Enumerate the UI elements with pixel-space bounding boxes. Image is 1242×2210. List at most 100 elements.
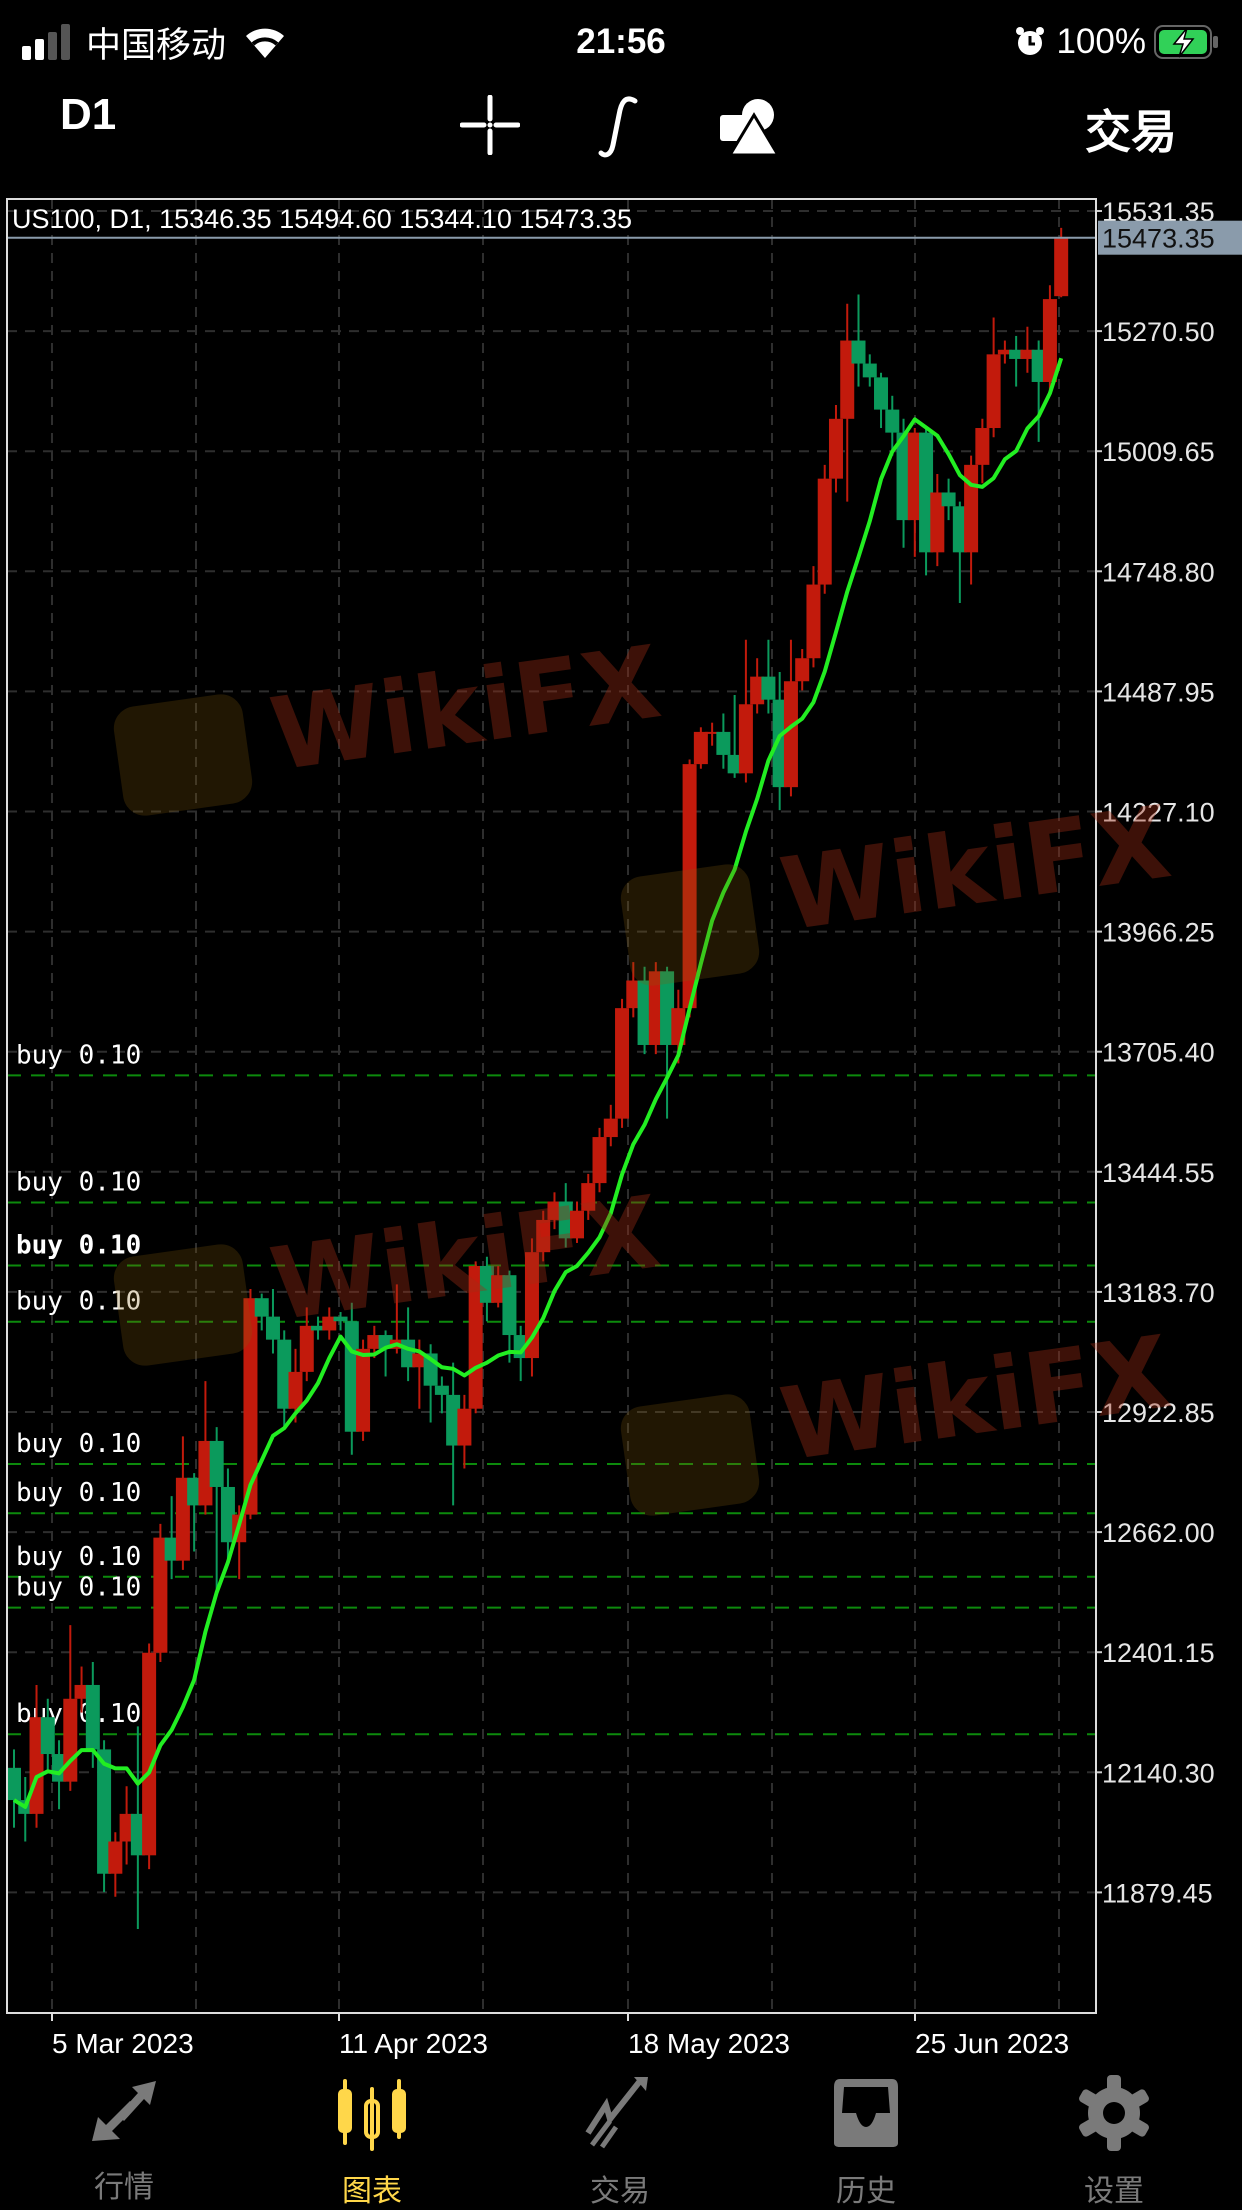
trade-button[interactable]: 交易: [1085, 106, 1177, 158]
candle-body: [941, 492, 956, 507]
candle-body: [356, 1348, 371, 1432]
candle-body: [277, 1339, 292, 1409]
nav-chart[interactable]: 图表: [272, 2075, 472, 2210]
battery-charging-icon: [1154, 25, 1218, 59]
candle-body: [74, 1684, 89, 1699]
chart-candles-icon: [338, 2079, 406, 2151]
date-label: 11 Apr 2023: [339, 2028, 488, 2059]
candle-body: [1054, 237, 1069, 297]
candle-body: [570, 1210, 584, 1239]
date-label: 25 Jun 2023: [915, 2028, 1069, 2059]
candle-body: [63, 1698, 78, 1782]
candle-body: [153, 1537, 168, 1653]
order-label: buy 0.10: [16, 1542, 141, 1572]
price-tick-label: 13444.55: [1102, 1158, 1215, 1188]
candle-body: [333, 1316, 348, 1322]
nav-label: 历史: [836, 2175, 896, 2208]
candle-body: [772, 699, 787, 788]
candle-body: [288, 1371, 303, 1409]
candle-body: [1042, 299, 1057, 382]
candle-body: [693, 731, 708, 765]
candle-body: [615, 1008, 630, 1119]
order-label: buy 0.10: [16, 1287, 141, 1317]
price-tick-label: 15009.65: [1102, 437, 1215, 467]
price-tick-label: 14487.95: [1102, 677, 1215, 707]
candle-body: [479, 1265, 494, 1303]
candle-body: [265, 1316, 280, 1340]
chart-info: US100, D1, 15346.35 15494.60 15344.10 15…: [12, 204, 633, 234]
candle-body: [986, 354, 1001, 429]
candle-body: [738, 704, 753, 774]
candle-body: [7, 1767, 21, 1801]
candle-body: [851, 340, 866, 364]
objects-icon[interactable]: [718, 95, 784, 155]
price-tick-label: 11879.45: [1102, 1878, 1213, 1908]
candle-body: [952, 506, 967, 553]
order-label: buy 0.10: [16, 1231, 141, 1261]
candle-body: [592, 1137, 607, 1184]
candle-body: [164, 1537, 179, 1561]
candle-body: [930, 492, 945, 553]
order-label: buy 0.10: [16, 1429, 141, 1459]
candle-body: [119, 1813, 134, 1842]
candle-body: [175, 1477, 190, 1561]
nav-trade[interactable]: 交易: [520, 2075, 720, 2210]
candle-body: [40, 1717, 55, 1755]
candle-body: [558, 1201, 573, 1239]
candle-body: [637, 980, 652, 1045]
nav-label: 设置: [1084, 2175, 1144, 2208]
candle-body: [783, 681, 798, 788]
candle-body: [97, 1749, 112, 1874]
candle-body: [85, 1684, 100, 1750]
crosshair-icon[interactable]: [460, 95, 520, 155]
price-tick-label: 12922.85: [1102, 1398, 1215, 1428]
candle-body: [603, 1118, 618, 1138]
price-chart[interactable]: 15531.3515270.5015009.6514748.8014487.95…: [0, 0, 1242, 2060]
price-tick-label: 13183.70: [1102, 1278, 1215, 1308]
candle-body: [220, 1486, 235, 1543]
candle-body: [840, 340, 855, 419]
price-tick-label: 14748.80: [1102, 557, 1215, 587]
candle-body: [828, 418, 843, 479]
candle-body: [1020, 349, 1035, 359]
candle-body: [1009, 349, 1024, 359]
function-icon[interactable]: [595, 95, 645, 159]
nav-settings[interactable]: 设置: [1014, 2075, 1214, 2210]
candle-body: [322, 1316, 337, 1331]
watermark-logo: [617, 861, 763, 989]
candle-body: [491, 1275, 506, 1303]
price-tick-label: 15270.50: [1102, 317, 1215, 347]
candle-body: [862, 363, 877, 378]
candle-body: [682, 764, 697, 1009]
settings-icon: [1079, 2075, 1149, 2151]
candle-body: [648, 971, 663, 1045]
candle-body: [446, 1394, 461, 1446]
nav-history[interactable]: 历史: [766, 2075, 966, 2210]
candle-body: [243, 1298, 258, 1515]
candle-body: [716, 731, 731, 755]
date-label: 5 Mar 2023: [52, 2028, 194, 2059]
status-right: 100%: [1014, 12, 1220, 72]
wifi-icon: [246, 28, 285, 58]
candle-body: [457, 1408, 472, 1446]
battery-percent: 100%: [1056, 22, 1146, 61]
candle-body: [130, 1813, 145, 1856]
candle-body: [896, 432, 911, 521]
candle-body: [795, 658, 810, 682]
price-tick-label: 12401.15: [1102, 1638, 1215, 1668]
watermark-logo: [110, 1241, 256, 1369]
signal-icon: [22, 24, 70, 60]
candle-body: [626, 980, 641, 1009]
candle-body: [311, 1325, 326, 1331]
alarm-icon: [1016, 27, 1045, 55]
candle-body: [705, 731, 720, 734]
candle-body: [502, 1275, 517, 1336]
price-tick-label: 12140.30: [1102, 1758, 1215, 1788]
price-tick-label: 13705.40: [1102, 1038, 1215, 1068]
order-label: buy 0.10: [16, 1478, 141, 1508]
watermark-logo: [617, 1391, 763, 1519]
timeframe-button[interactable]: D1: [60, 90, 117, 139]
candle-body: [187, 1477, 202, 1506]
candle-body: [761, 676, 776, 700]
nav-quotes[interactable]: 行情: [24, 2075, 224, 2206]
